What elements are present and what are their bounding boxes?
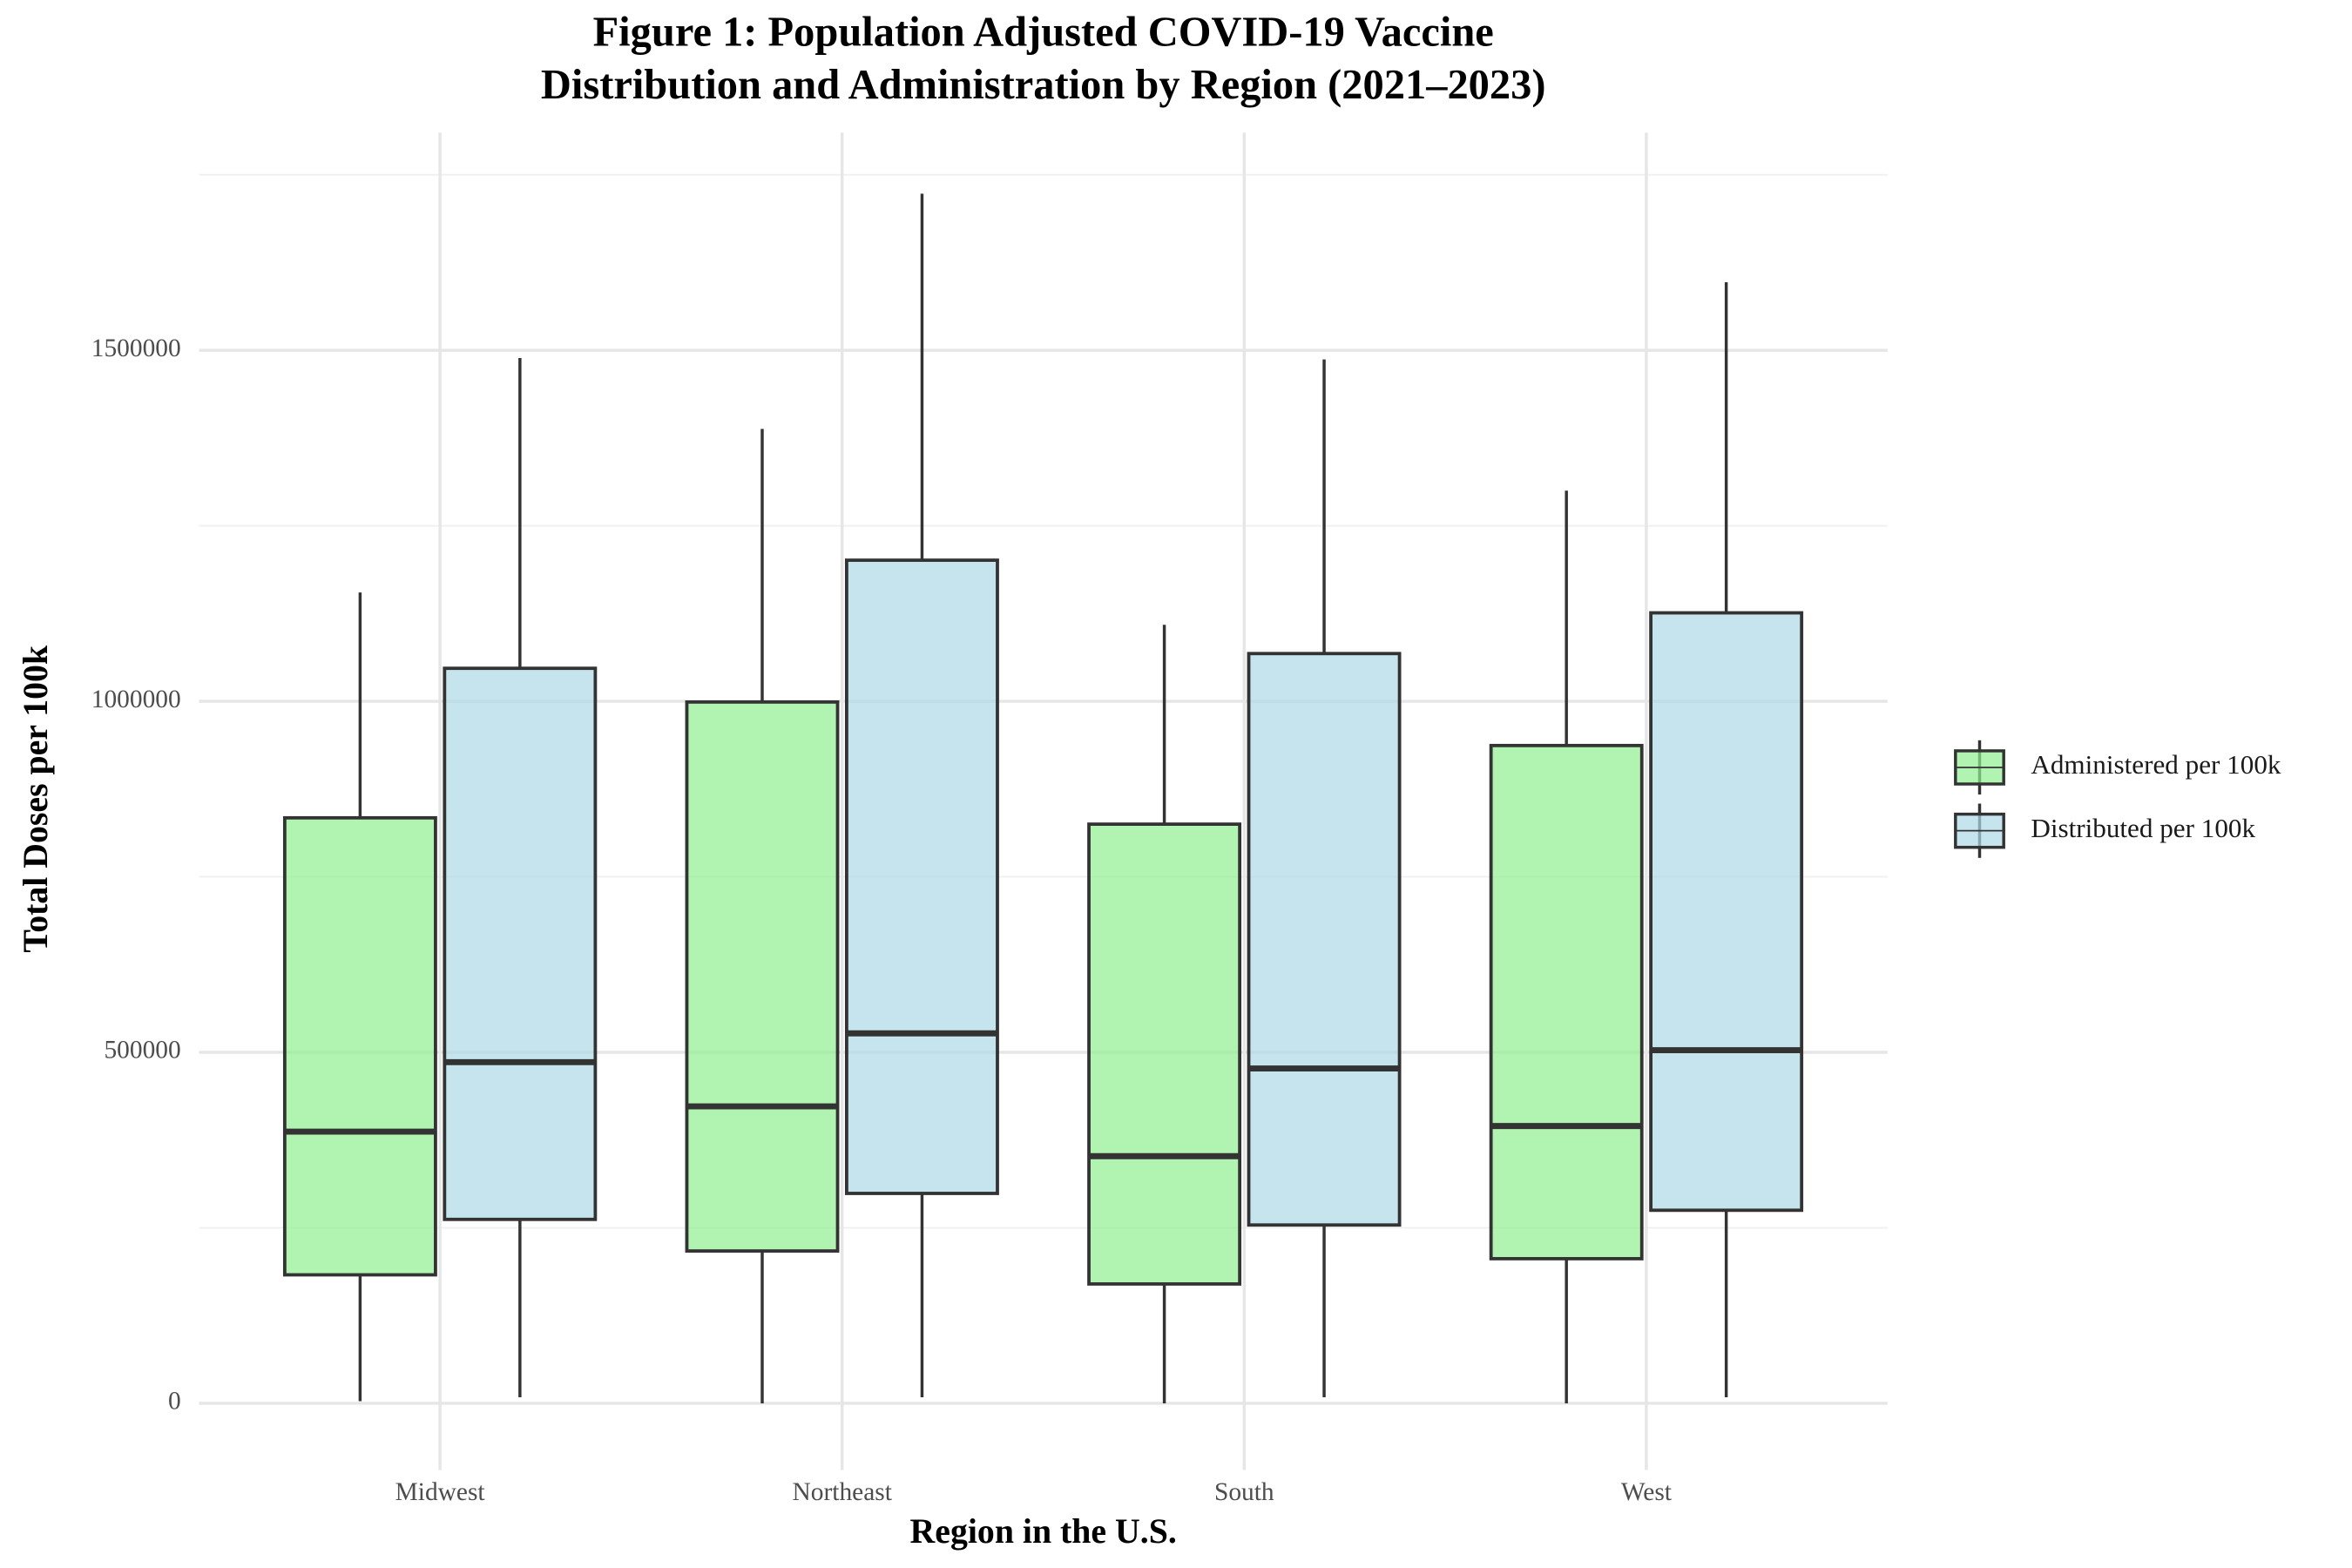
legend-label: Administered per 100k — [2031, 749, 2281, 780]
y-tick-label: 0 — [168, 1388, 181, 1416]
y-axis-title: Total Doses per 100k — [17, 645, 55, 953]
box — [443, 666, 598, 1221]
y-tick-label: 1000000 — [91, 686, 181, 713]
box — [685, 700, 840, 1253]
chart-title: Distribution and Administration by Regio… — [541, 62, 1546, 108]
box — [1247, 652, 1402, 1227]
x-axis-title: Region in the U.S. — [910, 1512, 1177, 1551]
box — [282, 815, 437, 1277]
x-tick-label: West — [1621, 1478, 1672, 1506]
x-tick-label: South — [1214, 1478, 1274, 1506]
chart-title: Figure 1: Population Adjusted COVID-19 V… — [593, 10, 1494, 56]
y-tick-label: 1500000 — [91, 335, 181, 362]
box — [1649, 611, 1804, 1213]
y-tick-label: 500000 — [104, 1037, 180, 1064]
box — [1087, 822, 1242, 1286]
x-tick-label: Northeast — [793, 1478, 892, 1506]
box — [845, 558, 999, 1195]
legend-label: Distributed per 100k — [2031, 813, 2255, 843]
box — [1489, 743, 1644, 1260]
x-tick-label: Midwest — [395, 1478, 485, 1506]
